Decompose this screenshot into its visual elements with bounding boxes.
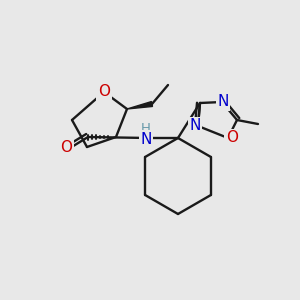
Text: O: O: [226, 130, 238, 146]
Text: N: N: [189, 118, 201, 134]
Text: H: H: [141, 122, 151, 136]
Text: N: N: [140, 131, 152, 146]
Polygon shape: [127, 101, 152, 109]
Text: O: O: [98, 85, 110, 100]
Text: O: O: [60, 140, 72, 155]
Text: N: N: [217, 94, 229, 110]
